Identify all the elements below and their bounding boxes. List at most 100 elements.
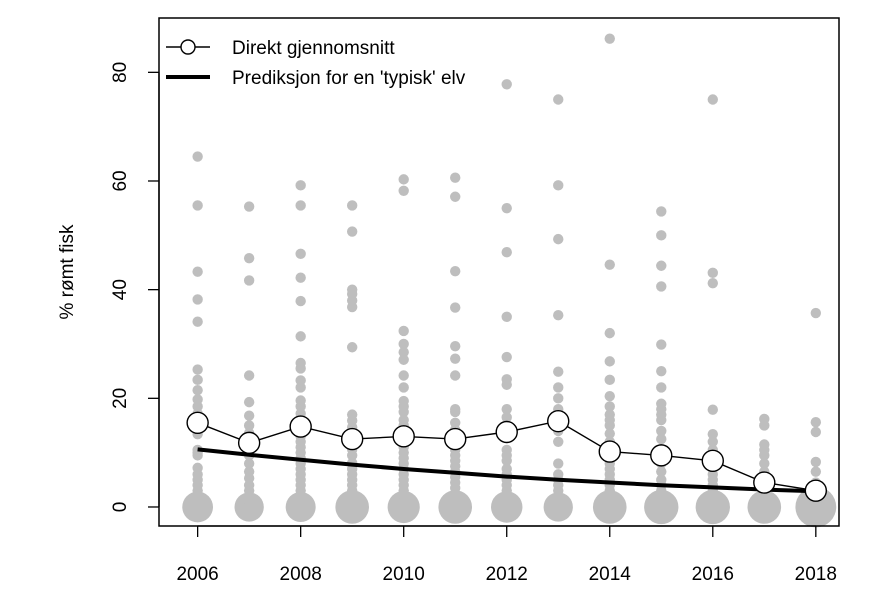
river-point-2007-1 <box>243 252 255 264</box>
river-point-2016-4 <box>707 428 718 440</box>
river-point-2013-4 <box>553 366 564 377</box>
mean-line-layer <box>186 409 828 502</box>
river-point-zero-2006 <box>182 491 213 523</box>
river-point-2006-6 <box>192 374 203 386</box>
river-point-2016-2 <box>707 277 718 289</box>
river-point-2013-12 <box>553 458 564 469</box>
mean-point-2015 <box>650 444 673 467</box>
river-point-2017-4 <box>759 450 770 461</box>
river-point-2013-2 <box>553 233 564 245</box>
river-point-2015-12 <box>656 433 667 445</box>
x-axis: 2006 2008 2010 2012 2014 2016 2018 <box>176 525 837 585</box>
river-point-2010-7 <box>398 382 409 393</box>
x-tick-label-2006: 2006 <box>176 564 218 585</box>
river-point-2014-6 <box>604 401 615 412</box>
river-point-2010-0 <box>398 174 409 185</box>
river-point-2008-5 <box>295 331 306 342</box>
river-point-2018-3 <box>810 456 822 468</box>
river-point-2016-5 <box>707 436 718 447</box>
river-point-2009-6 <box>346 342 358 353</box>
river-point-2006-5 <box>192 364 203 375</box>
river-point-2015-10 <box>656 414 667 426</box>
river-point-zero-2018 <box>795 486 837 528</box>
river-point-2010-4 <box>398 346 409 358</box>
x-tick-label-2014: 2014 <box>589 564 632 585</box>
river-point-zero-2012 <box>491 491 523 523</box>
river-point-2017-5 <box>759 458 770 469</box>
plot-frame <box>158 17 840 527</box>
river-point-2006-4 <box>192 316 203 327</box>
river-point-2018-4 <box>810 466 822 477</box>
river-point-2015-6 <box>656 382 667 393</box>
river-point-zero-2016 <box>695 489 730 525</box>
mean-point-2009 <box>340 427 364 451</box>
river-point-2007-16 <box>243 496 255 507</box>
river-point-2015-1 <box>656 230 667 241</box>
river-point-2014-20 <box>604 496 615 507</box>
river-point-2009-5 <box>346 301 358 313</box>
prediction-line-layer <box>197 447 816 494</box>
mean-point-2012 <box>495 420 518 444</box>
river-point-2011-8 <box>450 406 461 418</box>
mean-point-2013 <box>547 409 570 433</box>
mean-point-2007 <box>237 431 261 455</box>
river-point-2012-19 <box>501 496 512 507</box>
river-point-2006-3 <box>192 294 203 305</box>
river-point-zero-2011 <box>438 490 473 524</box>
river-point-2016-1 <box>707 267 718 279</box>
river-point-2010-10 <box>398 406 409 418</box>
river-point-2007-4 <box>243 396 255 408</box>
legend-prediction-label: Prediksjon for en 'typisk' elv <box>232 68 466 89</box>
river-point-2015-2 <box>656 260 667 271</box>
river-point-2009-13 <box>346 450 358 461</box>
river-point-2016-3 <box>707 404 718 415</box>
river-point-2016-15 <box>707 496 718 507</box>
y-tick-label-20: 20 <box>110 388 131 409</box>
legend-mean-label: Direkt gjennomsnitt <box>232 38 395 59</box>
river-point-2014-1 <box>604 259 615 270</box>
river-point-2008-0 <box>295 180 306 191</box>
y-axis: 0 20 40 60 80 <box>110 62 160 512</box>
river-point-2013-6 <box>553 393 564 404</box>
river-point-zero-2008 <box>285 491 316 522</box>
river-point-2010-3 <box>398 338 409 350</box>
legend-mean-marker <box>180 39 196 55</box>
mean-point-2006 <box>186 411 209 434</box>
river-point-zero-2010 <box>387 490 420 524</box>
x-tick-label-2018: 2018 <box>795 564 837 585</box>
river-point-2012-0 <box>501 79 512 90</box>
river-point-2011-4 <box>450 340 461 352</box>
river-point-2010-6 <box>398 370 409 381</box>
mean-point-2016 <box>701 449 724 473</box>
river-point-2012-7 <box>501 403 512 415</box>
river-point-2013-0 <box>553 94 564 105</box>
river-point-2013-1 <box>553 180 564 191</box>
river-point-2008-9 <box>295 382 306 393</box>
river-point-2006-22 <box>192 496 203 507</box>
river-point-2015-19 <box>656 496 667 507</box>
river-point-2012-6 <box>501 379 512 390</box>
river-point-2012-4 <box>501 351 512 363</box>
river-point-2014-2 <box>604 327 615 339</box>
river-point-2014-4 <box>604 374 615 386</box>
river-point-2018-0 <box>810 307 822 319</box>
mean-point-2018 <box>804 479 828 502</box>
river-point-2009-21 <box>346 496 358 507</box>
river-point-2011-6 <box>450 370 461 381</box>
river-point-2010-5 <box>398 354 409 365</box>
river-point-2008-27 <box>295 496 306 507</box>
river-point-2014-9 <box>604 420 615 431</box>
river-point-2006-2 <box>192 266 203 277</box>
river-point-2012-1 <box>501 202 512 214</box>
river-point-2015-11 <box>656 425 667 437</box>
river-point-2013-18 <box>553 496 564 507</box>
river-point-2015-3 <box>656 281 667 292</box>
river-point-2007-3 <box>243 370 255 381</box>
x-tick-label-2010: 2010 <box>383 564 425 585</box>
river-point-2015-0 <box>656 206 667 217</box>
river-point-2008-1 <box>295 200 306 211</box>
river-point-2011-2 <box>450 265 461 277</box>
y-tick-label-40: 40 <box>110 279 131 300</box>
river-point-2007-2 <box>243 275 255 286</box>
mean-point-2010 <box>392 425 415 448</box>
